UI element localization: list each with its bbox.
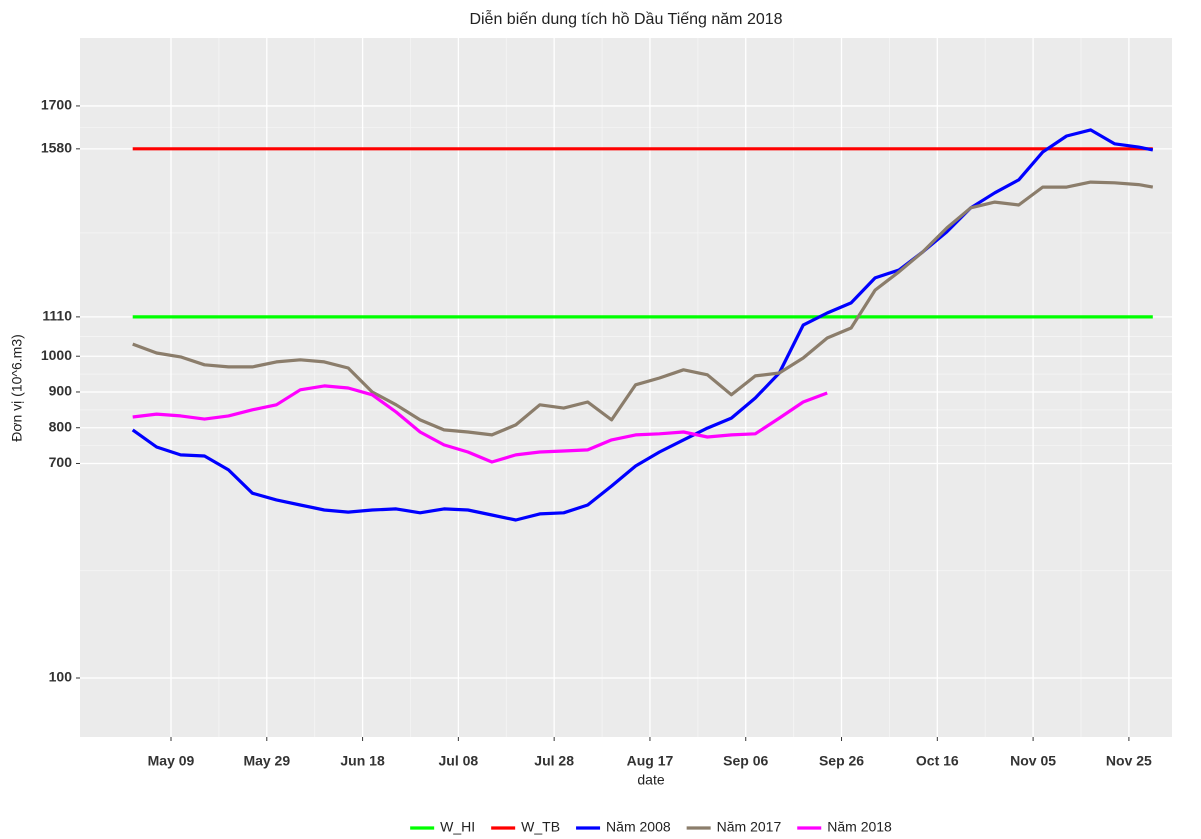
x-tick-label: Jul 08 <box>439 753 479 769</box>
line-series <box>131 128 1154 522</box>
legend-label: W_HI <box>440 819 475 835</box>
x-axis-label: date <box>637 772 664 788</box>
plot-panel <box>80 38 1172 737</box>
legend: W_HI W_TB Năm 2008 Năm 2017 Năm 2018 <box>410 819 892 835</box>
y-axis-label: Đơn vị (10^6.m3) <box>9 334 25 442</box>
legend-label: W_TB <box>521 819 560 835</box>
y-tick-label: 700 <box>49 454 73 470</box>
y-tick-label: 900 <box>49 383 73 399</box>
x-tick-label: Oct 16 <box>916 753 959 769</box>
x-tick-label: Jul 28 <box>534 753 574 769</box>
x-tick-label: Sep 06 <box>723 753 768 769</box>
legend-label: Năm 2017 <box>717 819 782 835</box>
y-tick-label: 1580 <box>41 140 72 156</box>
x-tick-label: Nov 05 <box>1010 753 1056 769</box>
x-tick-label: Jun 18 <box>340 753 385 769</box>
line-series <box>132 180 1154 437</box>
y-tick-label: 1000 <box>41 347 72 363</box>
y-tick-label: 1110 <box>42 308 72 324</box>
x-tick-label: May 29 <box>243 753 290 769</box>
chart-title: Diễn biến dung tích hồ Dầu Tiếng năm 201… <box>469 9 782 28</box>
x-tick-label: Aug 17 <box>627 753 674 769</box>
line-series <box>132 384 828 464</box>
y-tick-label: 100 <box>49 669 73 685</box>
legend-label: Năm 2008 <box>606 819 671 835</box>
x-tick-label: May 09 <box>148 753 195 769</box>
y-tick-label: 800 <box>49 418 73 434</box>
y-tick-label: 1700 <box>41 97 72 113</box>
legend-label: Năm 2018 <box>827 819 892 835</box>
x-tick-label: Sep 26 <box>819 753 864 769</box>
x-tick-label: Nov 25 <box>1106 753 1152 769</box>
